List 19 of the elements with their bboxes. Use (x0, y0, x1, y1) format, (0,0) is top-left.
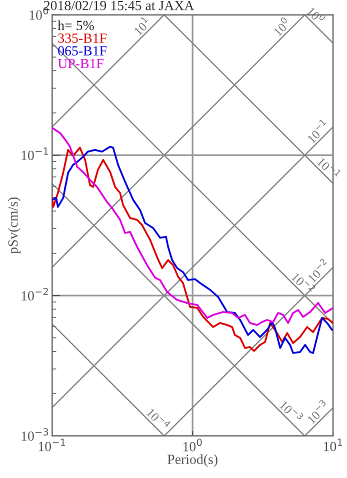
annotation: 10$^{−1}$ (304, 118, 330, 144)
annotation: 10$^{−4}$ (146, 406, 172, 431)
y-tick-label: 10$^{−1}$ (22, 148, 48, 160)
text: 065-B1F (58, 46, 106, 56)
annotation: 10$^{−3}$ (279, 398, 304, 424)
annotation: 10$^{1}$ (132, 16, 152, 36)
x-tick-label: 10$^{1}$ (324, 438, 342, 452)
y-axis-title: pSv(cm/s) (8, 197, 21, 254)
x-tick-label: 10$^{−1}$ (38, 438, 66, 452)
x-axis-title: Period(s) (168, 454, 218, 467)
y-tick-label: 10$^{−3}$ (22, 428, 48, 441)
text: 335-B1F (58, 33, 106, 43)
annotation: 10$^{−3}$ (304, 399, 330, 424)
legend-title: h= 5% (58, 20, 94, 30)
text: UP-B1F (58, 58, 104, 68)
annotation: 10$^{0}$ (271, 16, 292, 36)
x-tick-label: 10$^{0}$ (183, 438, 202, 452)
y-tick-label: 10$^{−2}$ (22, 288, 48, 301)
annotation: 10$^{−2}$ (306, 258, 330, 283)
